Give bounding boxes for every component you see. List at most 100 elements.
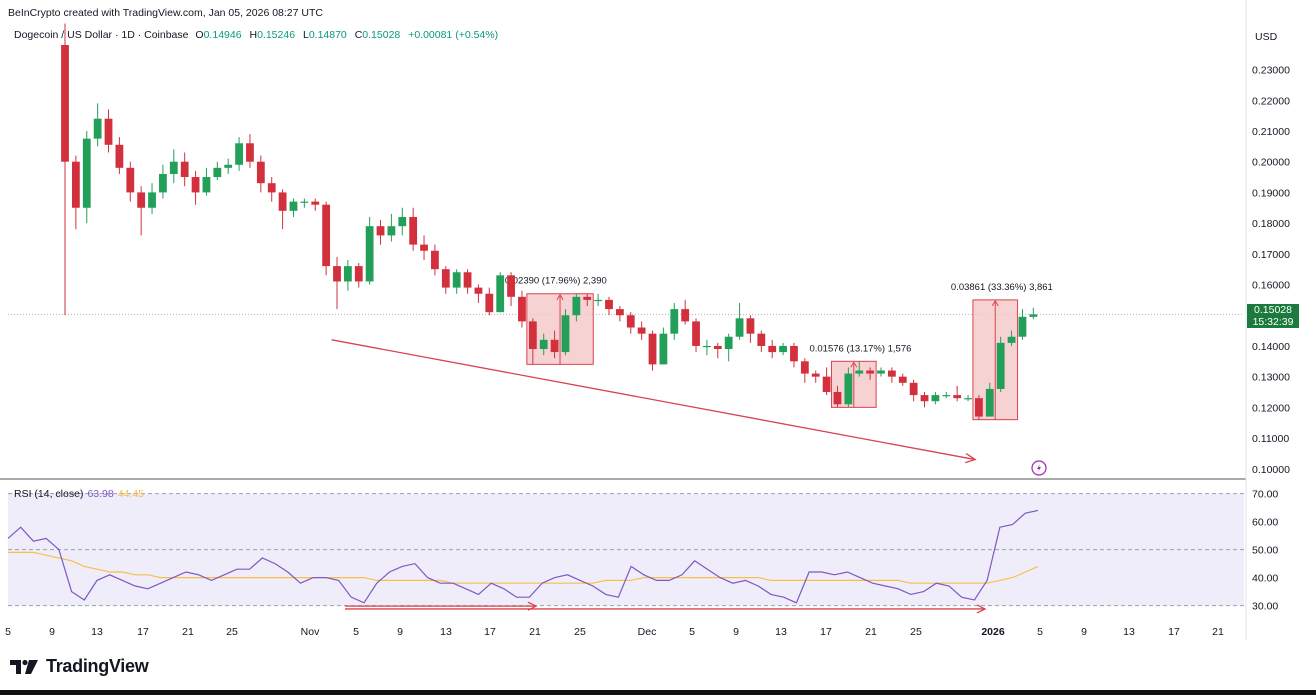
candle[interactable] (322, 204, 331, 267)
candle[interactable] (822, 376, 831, 393)
candle[interactable] (833, 392, 842, 405)
candle[interactable] (942, 395, 951, 397)
candle[interactable] (93, 118, 102, 139)
candle[interactable] (431, 250, 439, 270)
candle[interactable] (703, 345, 711, 348)
candle[interactable] (877, 370, 885, 374)
candle[interactable] (1018, 316, 1027, 337)
candle[interactable] (441, 269, 450, 288)
candle[interactable] (202, 177, 211, 193)
candle[interactable] (115, 144, 124, 168)
candle[interactable] (343, 266, 352, 282)
candle[interactable] (735, 318, 744, 337)
candle[interactable] (485, 293, 494, 313)
candle[interactable] (169, 161, 178, 174)
candle[interactable] (387, 226, 396, 236)
candle[interactable] (931, 395, 940, 402)
candle[interactable] (790, 345, 798, 362)
candle[interactable] (311, 201, 320, 205)
candle[interactable] (594, 299, 603, 302)
measure-arrowhead (991, 299, 999, 307)
candle[interactable] (1029, 314, 1038, 317)
measure-label: 0.01576 (13.17%) 1,576 (809, 343, 911, 354)
candle[interactable] (398, 216, 407, 227)
candle[interactable] (354, 266, 363, 282)
candle[interactable] (82, 138, 91, 208)
candle[interactable] (975, 398, 983, 417)
candle[interactable] (550, 339, 559, 353)
candle[interactable] (256, 161, 265, 184)
candle[interactable] (800, 361, 809, 374)
candle[interactable] (615, 309, 624, 316)
candle[interactable] (224, 164, 233, 168)
tradingview-brand[interactable]: TradingView (10, 656, 149, 677)
candle[interactable] (246, 143, 254, 162)
candle[interactable] (670, 309, 679, 334)
symbol-name[interactable]: Dogecoin / US Dollar · 1D · Coinbase (14, 29, 189, 41)
candle[interactable] (561, 315, 570, 353)
candle[interactable] (583, 296, 592, 300)
candle[interactable] (681, 309, 690, 322)
candle[interactable] (289, 201, 298, 211)
candle[interactable] (452, 272, 461, 288)
candle[interactable] (365, 226, 374, 282)
candle[interactable] (528, 321, 537, 350)
candle[interactable] (866, 370, 875, 374)
candle[interactable] (713, 345, 722, 350)
candle[interactable] (996, 342, 1005, 389)
candle[interactable] (953, 395, 962, 399)
candle[interactable] (844, 373, 853, 405)
candle[interactable] (71, 161, 80, 208)
candle[interactable] (768, 345, 777, 353)
candle[interactable] (1007, 336, 1016, 343)
candle[interactable] (148, 192, 156, 208)
candle[interactable] (191, 177, 200, 193)
rsi-arrowhead (976, 604, 987, 614)
candle[interactable] (333, 266, 341, 282)
candle[interactable] (779, 345, 787, 353)
candle[interactable] (420, 244, 428, 251)
candle[interactable] (213, 167, 222, 178)
candle[interactable] (518, 296, 526, 322)
candle[interactable] (496, 275, 505, 313)
candle[interactable] (692, 321, 700, 346)
candle[interactable] (235, 143, 243, 165)
candle[interactable] (474, 287, 483, 294)
candle[interactable] (507, 275, 515, 297)
candle[interactable] (724, 336, 733, 350)
rsi-line[interactable] (7, 509, 1039, 604)
candle[interactable] (463, 272, 472, 288)
candle[interactable] (409, 216, 418, 245)
candle[interactable] (126, 167, 135, 193)
candle[interactable] (376, 226, 385, 236)
trendline-arrow[interactable] (331, 339, 976, 461)
rsi-legend[interactable]: RSI (14, close) 63.98 44.45 (14, 488, 144, 500)
candle[interactable] (746, 318, 755, 334)
candle[interactable] (278, 192, 287, 211)
candle[interactable] (811, 373, 820, 377)
candle[interactable] (757, 333, 766, 346)
candle[interactable] (898, 376, 907, 383)
rsi-tick-label: 50.00 (1252, 545, 1278, 557)
candle[interactable] (572, 296, 581, 316)
candle[interactable] (104, 118, 113, 145)
candle[interactable] (159, 173, 167, 193)
candle[interactable] (659, 333, 668, 365)
candle[interactable] (61, 45, 69, 162)
candle[interactable] (920, 395, 929, 402)
candle[interactable] (637, 327, 646, 334)
candle[interactable] (887, 370, 896, 377)
candle[interactable] (180, 161, 189, 178)
candle[interactable] (909, 382, 918, 396)
candle[interactable] (137, 192, 146, 208)
candle[interactable] (964, 398, 972, 400)
candle[interactable] (605, 299, 613, 310)
candle[interactable] (267, 183, 276, 193)
candle[interactable] (855, 370, 864, 374)
candle[interactable] (300, 201, 309, 203)
candle[interactable] (648, 333, 657, 365)
candle[interactable] (626, 315, 635, 328)
candle[interactable] (539, 339, 548, 350)
candle[interactable] (985, 388, 994, 417)
